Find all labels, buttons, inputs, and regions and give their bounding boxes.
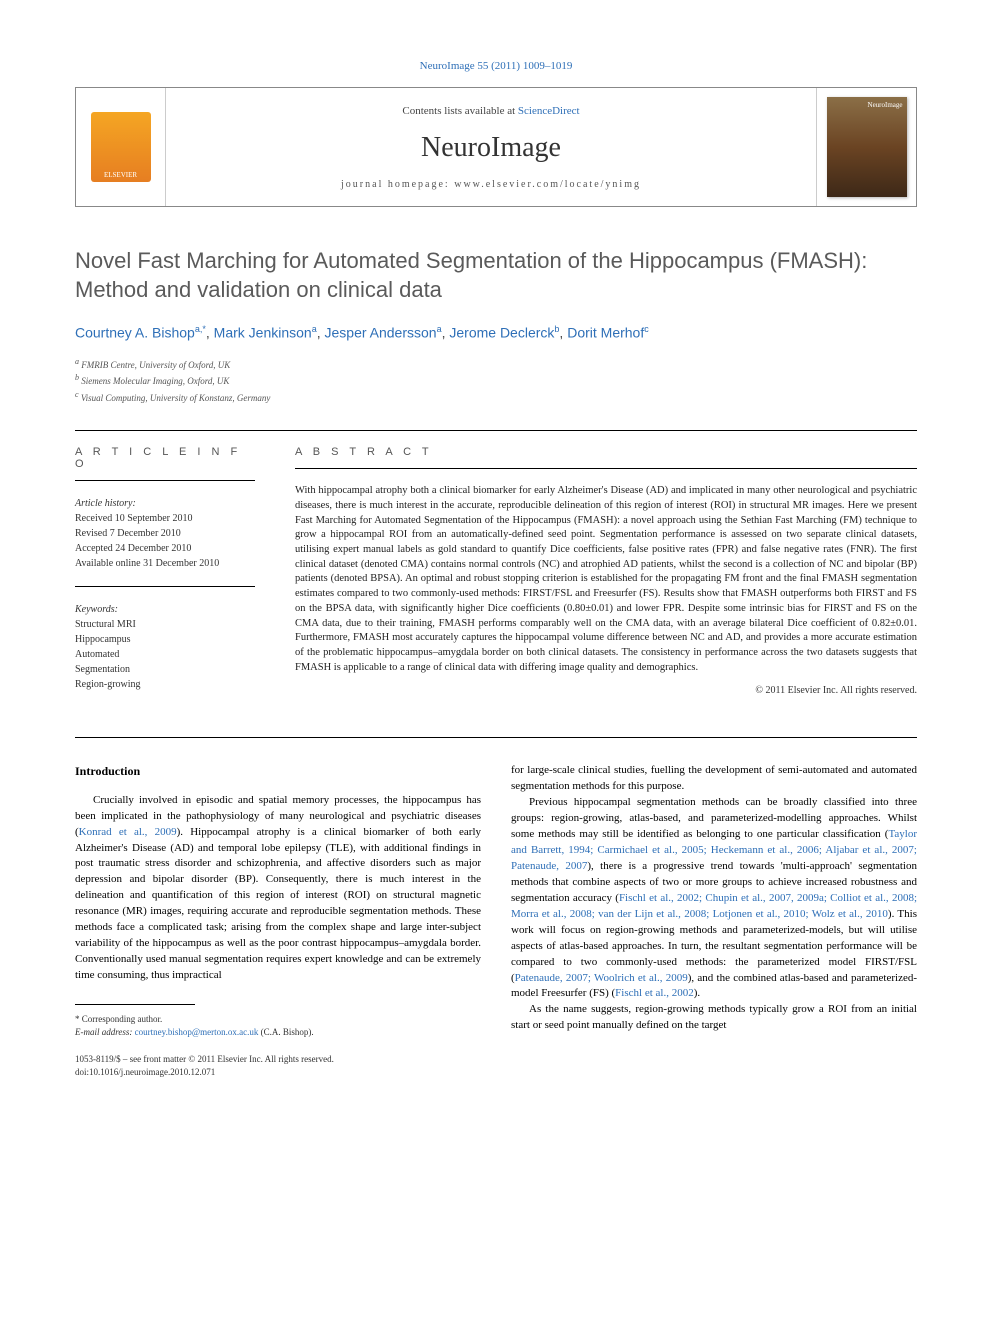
body-text: Previous hippocampal segmentation method… bbox=[511, 796, 917, 840]
abstract-divider bbox=[295, 468, 917, 469]
sciencedirect-link[interactable]: ScienceDirect bbox=[518, 105, 580, 117]
journal-cover-area bbox=[816, 88, 916, 206]
issn-line: 1053-8119/$ – see front matter © 2011 El… bbox=[75, 1053, 481, 1066]
info-abstract-row: A R T I C L E I N F O Article history: R… bbox=[75, 446, 917, 707]
affiliation-sup: b bbox=[75, 373, 79, 382]
info-divider bbox=[75, 586, 255, 587]
contents-prefix: Contents lists available at bbox=[402, 105, 517, 117]
author-affiliation-sup[interactable]: a,* bbox=[195, 324, 206, 334]
body-column-left: Introduction Crucially involved in episo… bbox=[75, 763, 481, 1078]
article-history: Article history: Received 10 September 2… bbox=[75, 496, 255, 571]
keyword-item: Structural MRI bbox=[75, 617, 255, 632]
journal-cover-thumbnail[interactable] bbox=[827, 97, 907, 197]
homepage-prefix: journal homepage: bbox=[341, 179, 454, 190]
authors-list: Courtney A. Bishopa,*, Mark Jenkinsona, … bbox=[75, 324, 917, 341]
affiliation-text: Siemens Molecular Imaging, Oxford, UK bbox=[81, 376, 229, 386]
history-item: Revised 7 December 2010 bbox=[75, 526, 255, 541]
affiliations: a FMRIB Centre, University of Oxford, UK… bbox=[75, 356, 917, 406]
abstract-heading: A B S T R A C T bbox=[295, 446, 917, 458]
homepage-url[interactable]: www.elsevier.com/locate/ynimg bbox=[454, 179, 641, 190]
author-link[interactable]: Dorit Merhof bbox=[567, 325, 644, 341]
body-paragraph: for large-scale clinical studies, fuelli… bbox=[511, 763, 917, 795]
article-info-column: A R T I C L E I N F O Article history: R… bbox=[75, 446, 255, 707]
introduction-heading: Introduction bbox=[75, 763, 481, 780]
author-affiliation-sup[interactable]: a bbox=[312, 324, 317, 334]
journal-homepage: journal homepage: www.elsevier.com/locat… bbox=[176, 179, 806, 190]
body-columns: Introduction Crucially involved in episo… bbox=[75, 763, 917, 1078]
abstract-column: A B S T R A C T With hippocampal atrophy… bbox=[295, 446, 917, 707]
info-divider bbox=[75, 480, 255, 481]
history-item: Accepted 24 December 2010 bbox=[75, 541, 255, 556]
keyword-item: Hippocampus bbox=[75, 632, 255, 647]
journal-name: NeuroImage bbox=[176, 132, 806, 164]
author-link[interactable]: Jerome Declerck bbox=[449, 325, 554, 341]
citation-link[interactable]: Patenaude, 2007; Woolrich et al., 2009 bbox=[515, 972, 688, 984]
author-link[interactable]: Courtney A. Bishop bbox=[75, 325, 195, 341]
affiliation-text: Visual Computing, University of Konstanz… bbox=[81, 393, 271, 403]
article-info-heading: A R T I C L E I N F O bbox=[75, 446, 255, 470]
affiliation-text: FMRIB Centre, University of Oxford, UK bbox=[81, 360, 230, 370]
author-affiliation-sup[interactable]: a bbox=[437, 324, 442, 334]
abstract-text: With hippocampal atrophy both a clinical… bbox=[295, 484, 917, 675]
affiliation-item: b Siemens Molecular Imaging, Oxford, UK bbox=[75, 372, 917, 389]
body-text: ). bbox=[694, 987, 700, 999]
footnote-block: * Corresponding author. E-mail address: … bbox=[75, 1013, 481, 1038]
history-item: Received 10 September 2010 bbox=[75, 511, 255, 526]
email-name: (C.A. Bishop). bbox=[261, 1027, 314, 1037]
footer-info: 1053-8119/$ – see front matter © 2011 El… bbox=[75, 1053, 481, 1078]
corresponding-author: * Corresponding author. bbox=[75, 1013, 481, 1026]
contents-line: Contents lists available at ScienceDirec… bbox=[176, 105, 806, 117]
author-link[interactable]: Jesper Andersson bbox=[325, 325, 437, 341]
elsevier-logo[interactable]: ELSEVIER bbox=[91, 112, 151, 182]
body-text: ). Hippocampal atrophy is a clinical bio… bbox=[75, 826, 481, 981]
keyword-item: Segmentation bbox=[75, 662, 255, 677]
body-paragraph: As the name suggests, region-growing met… bbox=[511, 1002, 917, 1034]
article-title: Novel Fast Marching for Automated Segmen… bbox=[75, 247, 917, 304]
journal-citation[interactable]: NeuroImage 55 (2011) 1009–1019 bbox=[75, 60, 917, 72]
keyword-item: Automated bbox=[75, 647, 255, 662]
email-line: E-mail address: courtney.bishop@merton.o… bbox=[75, 1026, 481, 1039]
body-paragraph: Previous hippocampal segmentation method… bbox=[511, 795, 917, 1002]
body-paragraph: Crucially involved in episodic and spati… bbox=[75, 793, 481, 984]
affiliation-sup: a bbox=[75, 357, 79, 366]
history-label: Article history: bbox=[75, 496, 255, 511]
affiliation-item: c Visual Computing, University of Konsta… bbox=[75, 389, 917, 406]
footnote-divider bbox=[75, 1004, 195, 1005]
affiliation-sup: c bbox=[75, 390, 79, 399]
email-link[interactable]: courtney.bishop@merton.ox.ac.uk bbox=[135, 1027, 259, 1037]
email-label: E-mail address: bbox=[75, 1027, 132, 1037]
publisher-logo-area: ELSEVIER bbox=[76, 88, 166, 206]
section-divider bbox=[75, 430, 917, 431]
author-link[interactable]: Mark Jenkinson bbox=[214, 325, 312, 341]
body-column-right: for large-scale clinical studies, fuelli… bbox=[511, 763, 917, 1078]
citation-link[interactable]: Konrad et al., 2009 bbox=[79, 826, 177, 838]
journal-banner: ELSEVIER Contents lists available at Sci… bbox=[75, 87, 917, 207]
affiliation-item: a FMRIB Centre, University of Oxford, UK bbox=[75, 356, 917, 373]
citation-link[interactable]: Fischl et al., 2002 bbox=[615, 987, 694, 999]
author-affiliation-sup[interactable]: b bbox=[554, 324, 559, 334]
body-divider bbox=[75, 737, 917, 738]
doi-line: doi:10.1016/j.neuroimage.2010.12.071 bbox=[75, 1066, 481, 1079]
author-affiliation-sup[interactable]: c bbox=[644, 324, 649, 334]
banner-center: Contents lists available at ScienceDirec… bbox=[166, 95, 816, 200]
abstract-copyright: © 2011 Elsevier Inc. All rights reserved… bbox=[295, 685, 917, 696]
keyword-item: Region-growing bbox=[75, 677, 255, 692]
keywords: Keywords: Structural MRI Hippocampus Aut… bbox=[75, 602, 255, 692]
history-item: Available online 31 December 2010 bbox=[75, 556, 255, 571]
keywords-label: Keywords: bbox=[75, 602, 255, 617]
